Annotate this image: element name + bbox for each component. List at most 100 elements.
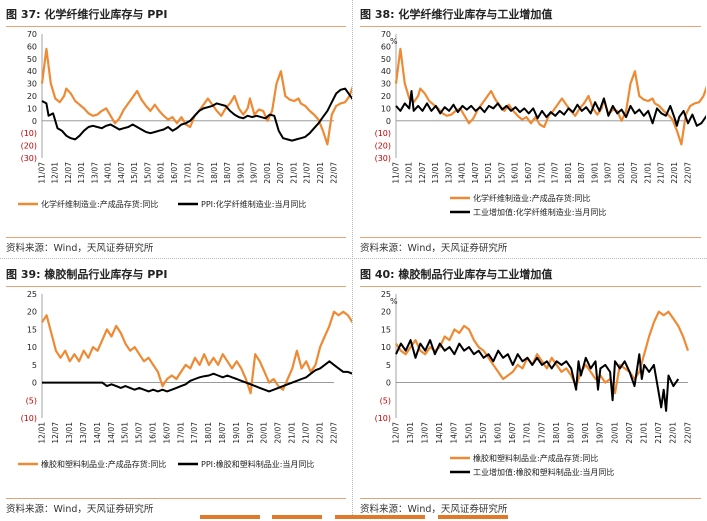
x-tick-label: 22/07	[329, 162, 338, 184]
x-tick-label: 21/07	[654, 422, 663, 444]
x-tick-label: 21/01	[288, 422, 297, 444]
x-tick-label: 15/01	[464, 422, 473, 444]
chart-title: 图 37: 化学纤维行业库存与 PPI	[6, 8, 168, 21]
x-tick-label: 19/01	[236, 162, 245, 184]
y-tick-label: 10	[27, 343, 37, 352]
x-tick-label: 20/01	[617, 162, 626, 184]
legend-label: 化学纤维制造业:产成品存货:同比	[473, 193, 590, 203]
series-line-2	[395, 90, 706, 127]
y-tick-label: 25	[381, 290, 391, 299]
x-tick-label: 21/07	[657, 162, 666, 184]
x-tick-label: 15/07	[479, 422, 488, 444]
y-tick-label: 0	[32, 379, 37, 388]
y-tick-label: (10)	[375, 129, 391, 138]
y-tick-label: 40	[381, 67, 391, 76]
series-line-2	[42, 360, 352, 393]
x-tick-label: 18/01	[552, 422, 561, 444]
x-tick-label: 14/01	[458, 162, 467, 184]
unit-label: %	[390, 297, 398, 306]
unit-label: %	[390, 37, 398, 46]
x-tick-label: 19/01	[590, 162, 599, 184]
x-tick-label: 21/01	[289, 162, 298, 184]
x-tick-label: 15/07	[135, 422, 144, 444]
x-tick-label: 16/07	[524, 162, 533, 184]
chart-svg: (30) (20) (10) 0 10 20 30 40 50 60 70 11/07 12/01 12/…	[18, 30, 352, 209]
source-rule	[360, 498, 701, 499]
legend-label: 化学纤维制造业:产成品存货:同比	[41, 199, 158, 209]
x-tick-label: 22/01	[315, 422, 324, 444]
x-tick-label: 13/01	[77, 162, 86, 184]
y-tick-label: 30	[381, 80, 391, 89]
legend-label: 橡胶和塑料制品业:产成品存货:同比	[473, 453, 598, 463]
y-tick-label: 60	[381, 42, 391, 51]
x-tick-label: 17/01	[523, 422, 532, 444]
y-tick-label: 40	[27, 67, 37, 76]
x-tick-label: 20/01	[260, 422, 269, 444]
x-tick-label: 18/01	[564, 162, 573, 184]
chart-svg: (10) (5) 0 5 10 15 20 25 12/01 12/07 13/01 13/07 14/…	[18, 290, 352, 469]
x-tick-label: 12/01	[51, 162, 60, 184]
y-tick-label: (5)	[380, 396, 391, 405]
source-note: 资料来源：Wind，天风证券研究所	[6, 243, 154, 254]
source-rule	[6, 498, 346, 499]
title-rule	[6, 26, 346, 27]
x-tick-label: 21/01	[643, 162, 652, 184]
x-tick-label: 12/01	[37, 422, 46, 444]
source-note: 资料来源：Wind，天风证券研究所	[360, 504, 508, 515]
x-tick-label: 13/07	[90, 162, 99, 184]
x-tick-label: 13/07	[79, 422, 88, 444]
x-tick-label: 18/07	[577, 162, 586, 184]
x-tick-label: 16/07	[162, 422, 171, 444]
x-tick-label: 15/07	[497, 162, 506, 184]
x-tick-label: 17/01	[176, 422, 185, 444]
x-tick-label: 13/01	[65, 422, 74, 444]
chart-panel-37: 图 37: 化学纤维行业库存与 PPI (30) (20) (10) 0 10 20 30 4…	[0, 0, 353, 259]
x-tick-label: 22/01	[316, 162, 325, 184]
x-tick-label: 15/01	[121, 422, 130, 444]
chart-title: 图 40: 橡胶制品行业库存与工业增加值	[360, 268, 553, 281]
x-tick-label: 18/07	[223, 162, 232, 184]
x-tick-label: 12/07	[391, 422, 400, 444]
y-tick-label: (20)	[21, 142, 37, 151]
chart-svg: % (10) (5) 0 5 10 15 20 25 12/07 13/01 13/07 14/01 14…	[375, 290, 693, 477]
source-note: 资料来源：Wind，天风证券研究所	[6, 504, 154, 515]
x-tick-label: 18/07	[218, 422, 227, 444]
x-tick-label: 16/01	[511, 162, 520, 184]
x-tick-label: 14/01	[93, 422, 102, 444]
x-tick-label: 17/01	[183, 162, 192, 184]
y-tick-label: 5	[386, 361, 391, 370]
x-tick-label: 19/01	[581, 422, 590, 444]
x-tick-label: 14/01	[104, 162, 113, 184]
legend-label: 工业增加值:橡胶和塑料制品业:当月同比	[473, 467, 614, 477]
y-tick-label: 20	[27, 308, 37, 317]
x-tick-label: 14/01	[435, 422, 444, 444]
y-tick-label: 10	[381, 104, 391, 113]
x-tick-label: 19/07	[250, 162, 259, 184]
source-note: 资料来源：Wind，天风证券研究所	[360, 243, 508, 254]
y-tick-label: 25	[27, 290, 37, 299]
series-line-1	[394, 47, 706, 146]
y-tick-label: 0	[32, 117, 37, 126]
x-tick-label: 13/07	[420, 422, 429, 444]
x-tick-label: 19/07	[596, 422, 605, 444]
x-tick-label: 14/07	[450, 422, 459, 444]
y-tick-label: 70	[381, 30, 391, 39]
x-tick-label: 21/01	[639, 422, 648, 444]
x-tick-label: 21/07	[303, 162, 312, 184]
y-tick-label: 60	[27, 42, 37, 51]
x-tick-label: 16/07	[170, 162, 179, 184]
x-tick-label: 13/01	[431, 162, 440, 184]
title-rule	[360, 286, 701, 287]
y-tick-label: 15	[381, 325, 391, 334]
x-tick-label: 20/07	[274, 422, 283, 444]
x-tick-label: 22/07	[329, 422, 338, 444]
title-rule	[360, 26, 701, 27]
x-tick-label: 12/07	[418, 162, 427, 184]
x-tick-label: 22/07	[683, 422, 692, 444]
x-tick-label: 20/01	[610, 422, 619, 444]
series-line-1	[41, 310, 352, 395]
x-tick-label: 16/01	[493, 422, 502, 444]
chart-title: 图 39: 橡胶制品行业库存与 PPI	[6, 268, 168, 281]
y-tick-label: 20	[381, 308, 391, 317]
x-tick-label: 20/07	[276, 162, 285, 184]
